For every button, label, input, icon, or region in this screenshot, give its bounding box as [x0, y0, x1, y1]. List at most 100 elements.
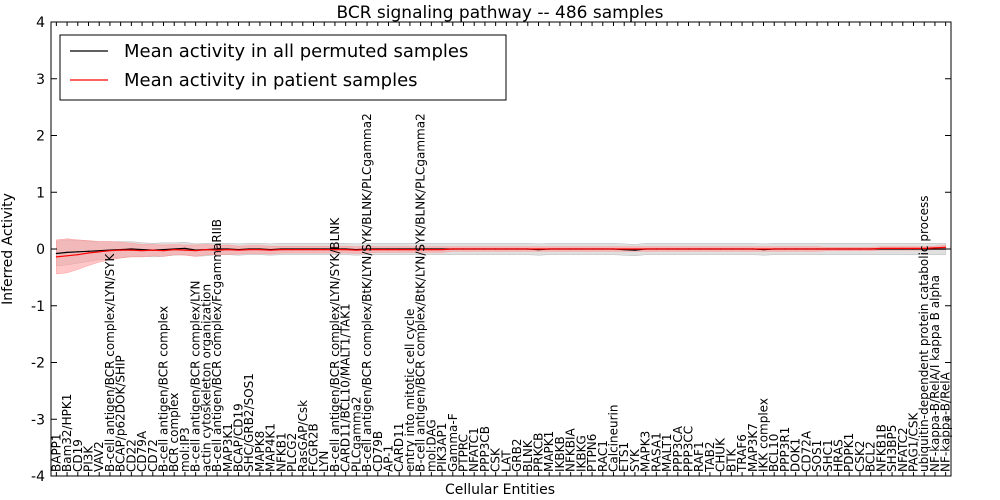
permuted-point [66, 251, 68, 253]
patient-point [827, 248, 829, 250]
x-tick-label: PPP3CC [682, 426, 696, 472]
x-tick-label: BTK [724, 447, 738, 472]
x-tick-label: VAV2 [92, 441, 106, 472]
x-tick-label: PPP3CA [671, 425, 685, 472]
patient-point [645, 248, 647, 250]
x-tick-label: BCL10 [767, 434, 781, 472]
x-tick-label: RASA1 [649, 432, 663, 472]
patient-point [462, 248, 465, 250]
patient-point [859, 248, 861, 250]
patient-point [505, 248, 507, 250]
patient-point [387, 249, 390, 251]
patient-point [773, 248, 775, 250]
x-tick-label: CD72A [799, 430, 813, 472]
x-tick-label: B-cell antigen/BCR complex/LYN/SYK [103, 252, 117, 472]
patient-point [366, 249, 368, 251]
patient-point [141, 250, 143, 252]
x-tick-label: IKBKG [574, 435, 588, 472]
y-tick-label: -4 [31, 469, 45, 485]
patient-point [816, 248, 818, 250]
x-tick-label: mol:IP3 [178, 427, 192, 472]
x-tick-label: PLCgamma2 [349, 396, 363, 472]
x-tick-label: B-cell antigen/BCR complex/FcgammaRIIB [210, 219, 224, 472]
patient-point [687, 248, 690, 250]
x-tick-label: PAG1/CSK [907, 412, 921, 472]
x-tick-label: SH3BP5 [885, 425, 899, 472]
x-tick-label: B-cell antigen/BCR complex/BtK/LYN/SYK/B… [414, 113, 428, 472]
x-tick-label: MAP3K1 [221, 423, 235, 472]
permuted-point [216, 248, 218, 250]
permuted-point [98, 250, 100, 252]
patient-point [655, 248, 658, 250]
patient-point [248, 249, 250, 251]
patient-point [709, 248, 711, 250]
x-tick-label: MALT1 [660, 433, 674, 472]
x-tick-label: GRB2 [510, 438, 524, 472]
y-axis-label: Inferred Activity [0, 193, 16, 305]
y-tick-label: 0 [36, 242, 45, 258]
x-tick-label: BLNK [521, 439, 535, 472]
x-tick-label: CSK [489, 447, 503, 472]
x-tick-label: B-cell antigen/BCR complex/LYN/SYK/BLNK [328, 217, 342, 472]
patient-point [334, 249, 336, 251]
patient-point [591, 248, 593, 250]
patient-point [945, 246, 947, 248]
patient-point [398, 249, 400, 251]
x-tick-label: IKBKB [553, 436, 567, 472]
legend-box [59, 34, 507, 101]
patient-point [934, 247, 936, 249]
x-tick-label: BCL2 [864, 441, 878, 472]
x-tick-label: SOS1 [810, 440, 824, 472]
x-tick-label: CD22 [124, 439, 138, 472]
permuted-point [162, 249, 165, 251]
patient-point [870, 248, 872, 250]
patient-point [205, 249, 207, 251]
x-tick-label: TRAF6 [735, 434, 749, 473]
patient-point [559, 248, 561, 250]
x-tick-label: AP-1 [382, 445, 396, 472]
patient-point [730, 248, 733, 250]
x-tick-label: PRKCB [532, 433, 546, 472]
patient-point [173, 249, 175, 251]
patient-point [762, 248, 765, 250]
legend: Mean activity in all permuted samples Me… [59, 34, 507, 101]
patient-point [302, 249, 304, 251]
x-tick-label: NFKB1B [874, 424, 888, 472]
x-tick-label: PLCG2 [285, 433, 299, 472]
x-tick-label: BCR complex [167, 393, 181, 472]
patient-point [634, 248, 636, 250]
patient-point [880, 247, 883, 249]
x-tick-label: PTPN6 [585, 434, 599, 472]
x-tick-label: B-cell antigen/BCR complex/LYN [189, 280, 203, 472]
x-tick-label: NFKB1 [274, 432, 288, 472]
x-tick-label: MAPK1 [542, 431, 556, 472]
x-tick-label: BCAP/CD19 [232, 403, 246, 472]
patient-point [666, 248, 668, 250]
x-tick-label: entry into mitotic cell cycle [403, 309, 417, 472]
patient-point [623, 248, 625, 250]
x-tick-label: PPP3CB [478, 426, 492, 472]
x-tick-label: Gamma-F [446, 413, 460, 472]
y-tick-label: 3 [36, 72, 45, 88]
x-tick-label: MAPK8 [253, 431, 267, 472]
x-tick-label: actin cytoskeleton organization [199, 284, 213, 472]
x-tick-label: LAT [499, 450, 513, 472]
patient-point [452, 248, 454, 250]
x-tick-label: RAC1 [596, 440, 610, 472]
x-tick-label: DOK1 [789, 438, 803, 472]
x-tick-label: BAPP1 [49, 433, 63, 472]
x-tick-label: SYK [628, 448, 642, 472]
patient-point [484, 248, 486, 250]
patient-point [441, 249, 443, 251]
permuted-point [55, 252, 58, 255]
y-tick-label: 2 [36, 129, 45, 145]
x-tick-label: ETS1 [617, 442, 631, 472]
patient-point [87, 252, 90, 254]
patient-point [537, 248, 540, 250]
x-tick-label: CD79B [371, 431, 385, 472]
patient-point [677, 248, 679, 250]
patient-point [323, 249, 325, 251]
x-tick-label: RasGAP/Csk [296, 400, 310, 472]
x-tick-label: Calcineurin [607, 405, 621, 472]
patient-point [430, 249, 432, 251]
